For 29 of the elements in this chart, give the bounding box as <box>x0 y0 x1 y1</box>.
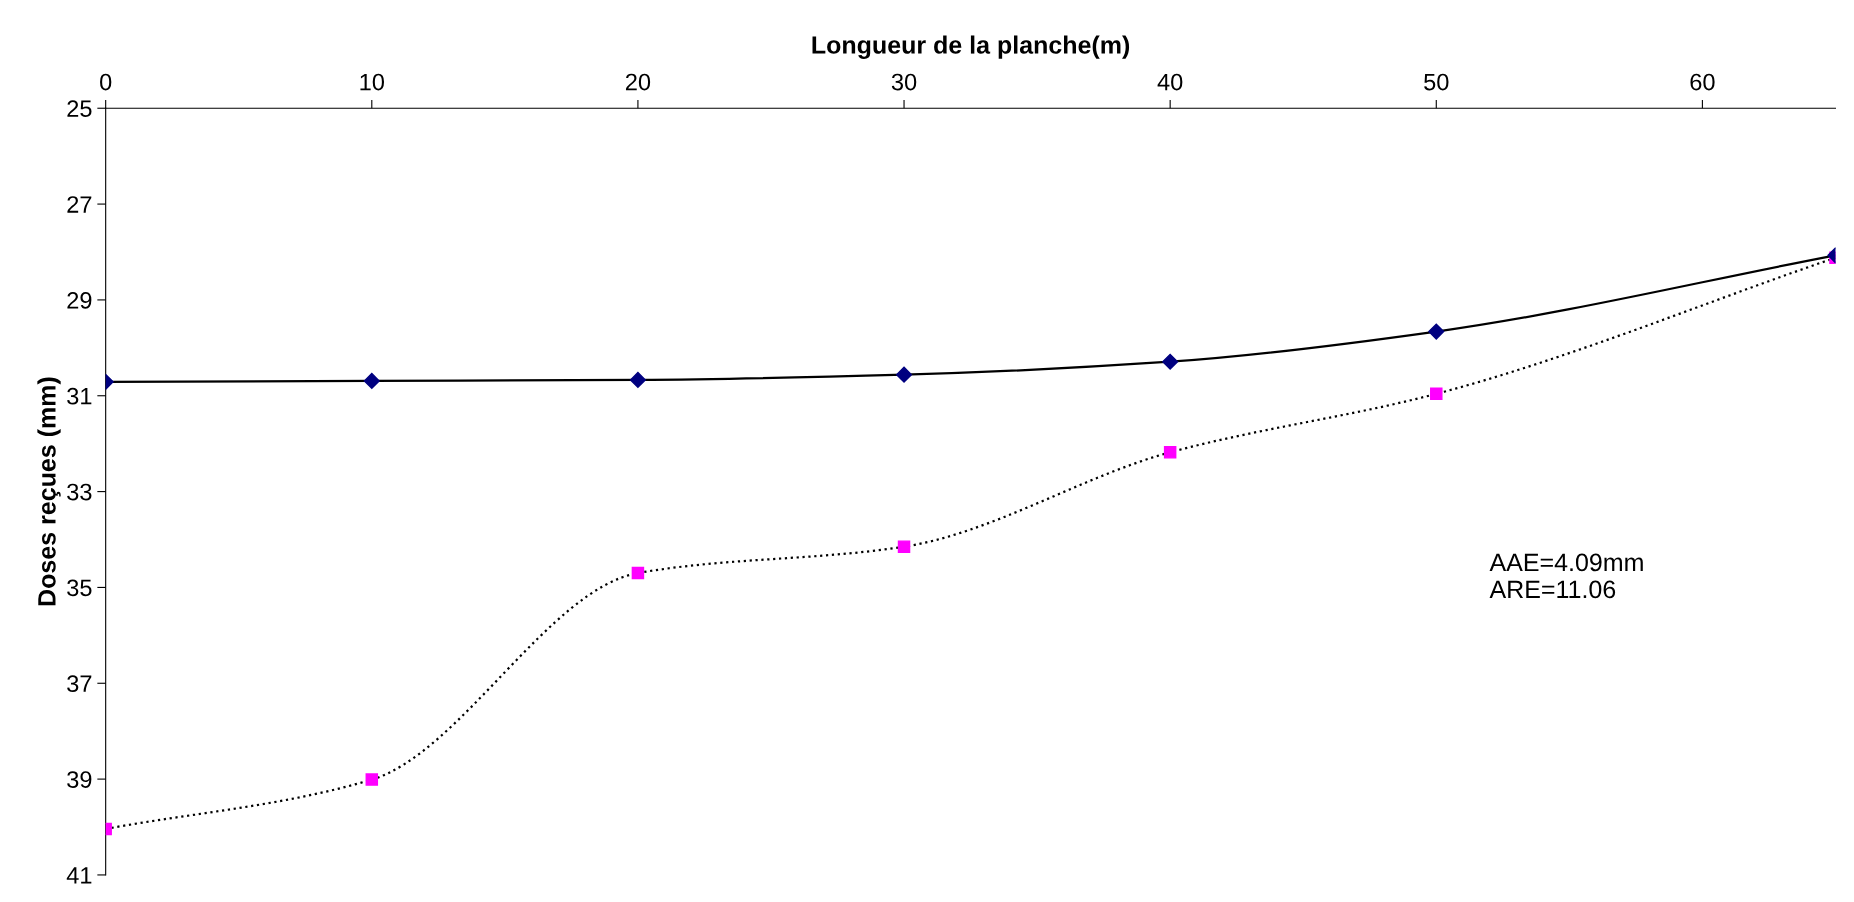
x-tick-label: 30 <box>891 73 917 91</box>
point <box>897 540 911 553</box>
y-tick-label: 27 <box>67 196 92 213</box>
x-axis-title: Longueur de la planche(m) <box>812 35 1130 59</box>
point <box>631 566 645 580</box>
y-tick-label: 25 <box>67 100 92 118</box>
point <box>895 366 913 383</box>
y-axis-title: Doses reçues (mm) <box>37 377 61 606</box>
point <box>1163 446 1177 459</box>
point <box>1162 353 1179 370</box>
annotation: AAE=4.09mm ARE=11.06 <box>1489 553 1643 599</box>
y-tick-label: 29 <box>67 291 92 309</box>
y-tick-label: 39 <box>67 771 92 788</box>
point <box>1428 323 1445 340</box>
y-tick-label: 31 <box>67 387 92 405</box>
x-tick-label: 10 <box>360 73 385 91</box>
y-tick-label: 33 <box>67 483 92 501</box>
x-tick-label: 0 <box>100 73 112 91</box>
y-tick-label: 35 <box>67 579 92 597</box>
x-tick-label: 60 <box>1690 73 1715 91</box>
x-tick-label: 50 <box>1424 73 1449 91</box>
y-tick-label: 41 <box>66 867 92 884</box>
point <box>1430 387 1443 401</box>
x-tick-label: 20 <box>625 73 651 91</box>
point <box>365 773 379 786</box>
point <box>629 371 646 388</box>
x-tick-label: 40 <box>1157 73 1183 91</box>
y-tick-label: 37 <box>67 675 92 693</box>
point <box>363 372 380 389</box>
